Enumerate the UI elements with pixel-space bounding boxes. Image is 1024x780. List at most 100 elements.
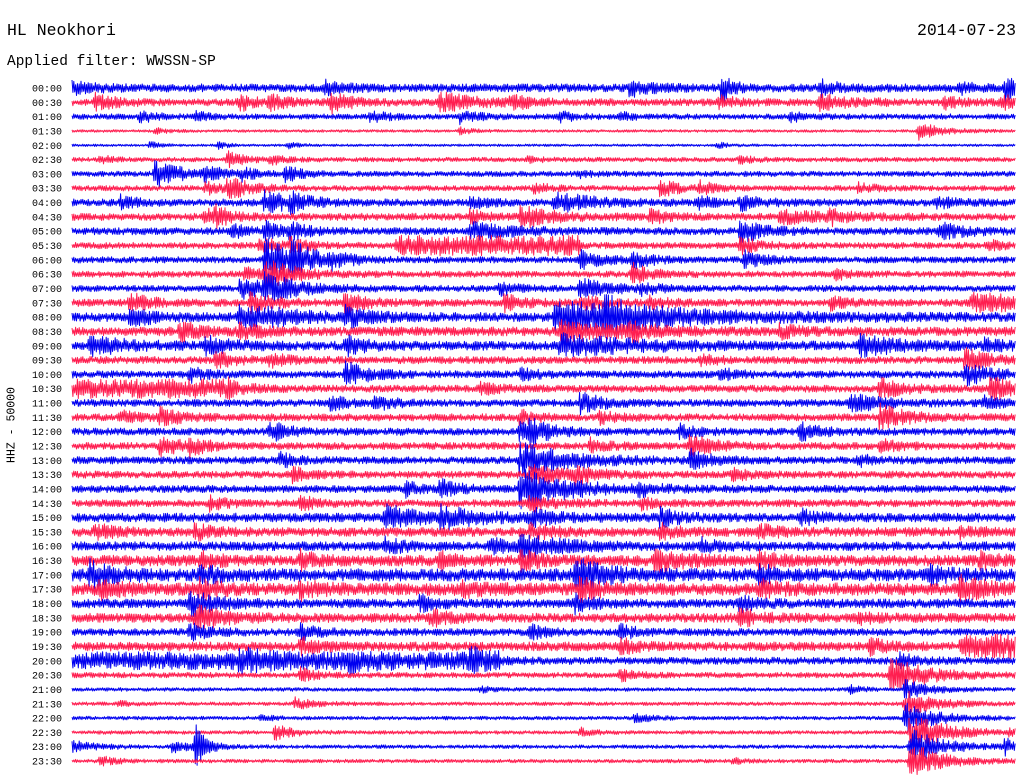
trace-04-30 xyxy=(71,203,1016,229)
tick-label-14-30: 14:30 xyxy=(32,500,62,511)
tick-label-11-30: 11:30 xyxy=(32,414,62,425)
trace-17-30 xyxy=(71,573,1016,608)
trace-20-30 xyxy=(71,658,1016,690)
tick-label-00-30: 00:30 xyxy=(32,99,62,110)
tick-label-16-00: 16:00 xyxy=(32,543,62,554)
trace-13-00 xyxy=(71,441,1016,478)
tick-label-02-30: 02:30 xyxy=(32,156,62,167)
tick-label-17-00: 17:00 xyxy=(32,571,62,582)
trace-00-00 xyxy=(71,77,1016,105)
time-tick-labels: 00:00 00:30 01:00 01:30 02:00 02:30 03:00 03:30… xyxy=(32,85,62,769)
tick-label-22-30: 22:30 xyxy=(32,729,62,740)
trace-08-30 xyxy=(71,319,1016,344)
trace-02-30 xyxy=(71,150,1016,169)
tick-label-22-00: 22:00 xyxy=(32,715,62,726)
trace-group xyxy=(71,77,1016,775)
tick-label-07-00: 07:00 xyxy=(32,285,62,296)
trace-19-00 xyxy=(71,622,1016,642)
tick-label-05-30: 05:30 xyxy=(32,242,62,253)
tick-label-09-00: 09:00 xyxy=(32,342,62,353)
trace-15-30 xyxy=(71,521,1016,542)
trace-22-30 xyxy=(71,717,1016,751)
tick-label-03-30: 03:30 xyxy=(32,185,62,196)
tick-label-08-00: 08:00 xyxy=(32,314,62,325)
tick-label-12-30: 12:30 xyxy=(32,443,62,454)
tick-label-15-30: 15:30 xyxy=(32,528,62,539)
trace-18-00 xyxy=(71,590,1016,618)
trace-13-30 xyxy=(71,464,1016,488)
tick-label-23-30: 23:30 xyxy=(32,758,62,769)
trace-20-00 xyxy=(71,645,1016,677)
tick-label-07-30: 07:30 xyxy=(32,299,62,310)
trace-17-00 xyxy=(71,557,1016,591)
trace-12-00 xyxy=(71,417,1016,448)
trace-14-30 xyxy=(71,494,1016,513)
tick-label-11-00: 11:00 xyxy=(32,400,62,411)
trace-09-00 xyxy=(71,332,1016,358)
trace-07-00 xyxy=(71,271,1016,304)
y-axis-label: HHZ - 50000 xyxy=(6,387,19,463)
tick-label-23-00: 23:00 xyxy=(32,743,62,754)
tick-label-02-00: 02:00 xyxy=(32,142,62,153)
tick-label-21-30: 21:30 xyxy=(32,700,62,711)
tick-label-15-00: 15:00 xyxy=(32,514,62,525)
trace-15-00 xyxy=(71,503,1016,531)
tick-label-12-00: 12:00 xyxy=(32,428,62,439)
tick-label-17-30: 17:30 xyxy=(32,586,62,597)
trace-10-00 xyxy=(71,360,1016,387)
tick-label-14-00: 14:00 xyxy=(32,486,62,497)
tick-label-18-00: 18:00 xyxy=(32,600,62,611)
trace-06-30 xyxy=(71,260,1016,290)
trace-19-30 xyxy=(71,633,1016,660)
tick-label-20-00: 20:00 xyxy=(32,657,62,668)
trace-12-30 xyxy=(71,434,1016,459)
tick-label-20-30: 20:30 xyxy=(32,672,62,683)
trace-03-00 xyxy=(71,160,1016,188)
tick-label-06-00: 06:00 xyxy=(32,256,62,267)
tick-label-05-00: 05:00 xyxy=(32,228,62,239)
tick-label-21-00: 21:00 xyxy=(32,686,62,697)
trace-04-00 xyxy=(71,189,1016,216)
trace-16-00 xyxy=(71,533,1016,560)
filter-label: Applied filter: WWSSN-SP xyxy=(7,54,216,70)
tick-label-10-30: 10:30 xyxy=(32,385,62,396)
trace-07-30 xyxy=(71,290,1016,317)
tick-label-09-30: 09:30 xyxy=(32,357,62,368)
tick-label-01-00: 01:00 xyxy=(32,113,62,124)
tick-label-10-00: 10:00 xyxy=(32,371,62,382)
tick-label-13-00: 13:00 xyxy=(32,457,62,468)
trace-23-30 xyxy=(71,747,1016,775)
trace-23-00 xyxy=(71,724,1016,766)
tick-label-19-30: 19:30 xyxy=(32,643,62,654)
tick-label-16-30: 16:30 xyxy=(32,557,62,568)
trace-00-30 xyxy=(71,91,1016,115)
trace-11-30 xyxy=(71,402,1016,431)
trace-21-30 xyxy=(71,690,1016,717)
trace-18-30 xyxy=(71,604,1016,630)
tick-label-08-30: 08:30 xyxy=(32,328,62,339)
trace-03-30 xyxy=(71,177,1016,199)
trace-21-00 xyxy=(71,679,1016,699)
trace-02-00 xyxy=(71,141,1016,150)
tick-label-00-00: 00:00 xyxy=(32,85,62,96)
tick-label-06-30: 06:30 xyxy=(32,271,62,282)
tick-label-18-30: 18:30 xyxy=(32,614,62,625)
trace-05-30 xyxy=(71,234,1016,257)
record-date: 2014-07-23 xyxy=(916,21,1016,40)
trace-22-00 xyxy=(71,702,1016,733)
tick-label-13-30: 13:30 xyxy=(32,471,62,482)
trace-08-00 xyxy=(71,294,1016,340)
trace-09-30 xyxy=(71,347,1016,370)
tick-label-04-00: 04:00 xyxy=(32,199,62,210)
trace-05-00 xyxy=(71,219,1016,246)
tick-label-19-00: 19:00 xyxy=(32,629,62,640)
tick-label-01-30: 01:30 xyxy=(32,128,62,139)
trace-06-00 xyxy=(71,238,1016,280)
trace-01-30 xyxy=(71,124,1016,141)
trace-16-30 xyxy=(71,547,1016,574)
tick-label-04-30: 04:30 xyxy=(32,213,62,224)
trace-14-00 xyxy=(71,469,1016,510)
station-title: HL Neokhori xyxy=(7,21,116,40)
